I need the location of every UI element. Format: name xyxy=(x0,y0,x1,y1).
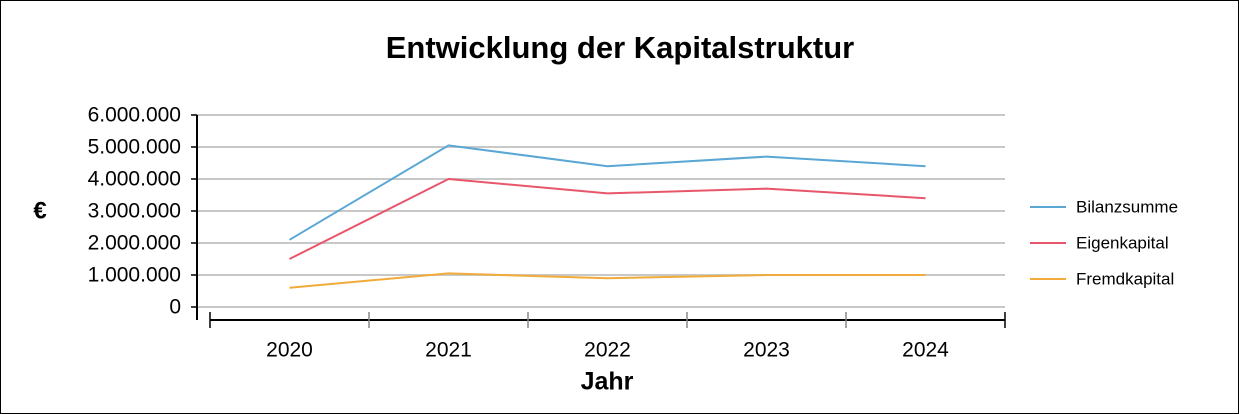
legend-label: Fremdkapital xyxy=(1076,269,1174,288)
chart-title: Entwicklung der Kapitalstruktur xyxy=(386,30,855,65)
y-tick-label: 5.000.000 xyxy=(88,136,181,159)
x-axis-label: Jahr xyxy=(581,368,634,396)
legend-label: Bilanzsumme xyxy=(1076,197,1178,216)
legend-label: Eigenkapital xyxy=(1076,233,1169,252)
x-tick-label: 2023 xyxy=(743,339,790,362)
series-line xyxy=(289,272,926,289)
y-tick-label: 4.000.000 xyxy=(88,168,181,191)
y-tick-label: 6.000.000 xyxy=(88,104,181,127)
series-line xyxy=(288,144,926,241)
x-tick-label: 2024 xyxy=(902,339,949,362)
y-tick-label: 0 xyxy=(169,296,181,319)
x-tick-label: 2020 xyxy=(266,339,313,362)
y-axis-label: € xyxy=(33,197,46,224)
x-tick-label: 2022 xyxy=(584,339,631,362)
y-tick-label: 3.000.000 xyxy=(88,200,181,223)
x-tick-label: 2021 xyxy=(425,339,472,362)
y-tick-label: 1.000.000 xyxy=(88,264,181,287)
y-tick-label: 2.000.000 xyxy=(88,232,181,255)
series-line xyxy=(289,177,926,260)
